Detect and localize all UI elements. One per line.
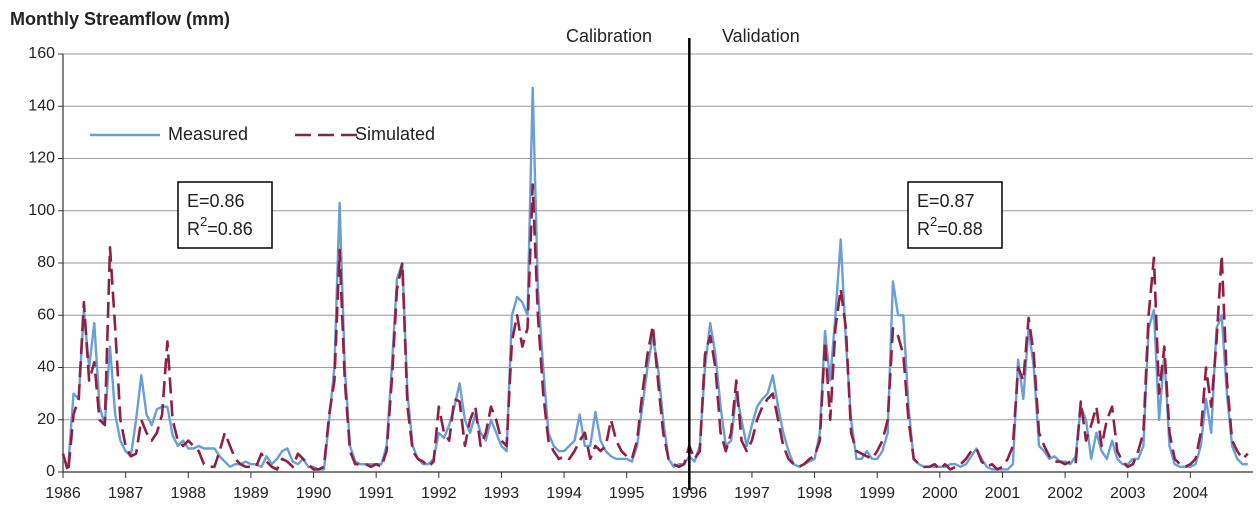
x-tick-label: 1986 <box>45 485 81 502</box>
y-tick-label: 40 <box>37 359 55 376</box>
x-tick-label: 1998 <box>797 485 833 502</box>
x-tick-label: 1990 <box>296 485 332 502</box>
stats-r-base: R <box>187 219 200 239</box>
x-tick-label: 1999 <box>859 485 895 502</box>
stats-r-sup: 2 <box>200 214 207 229</box>
annotation: Validation <box>722 26 800 46</box>
stats-e: E=0.86 <box>187 191 245 211</box>
x-tick-label: 2000 <box>922 485 958 502</box>
y-tick-label: 160 <box>28 45 55 62</box>
y-tick-label: 140 <box>28 97 55 114</box>
series-line <box>61 183 1249 474</box>
y-tick-label: 0 <box>46 463 55 480</box>
x-tick-label: 2002 <box>1047 485 1083 502</box>
y-tick-label: 120 <box>28 150 55 167</box>
stats-r: R2=0.86 <box>187 214 253 238</box>
stats-r: R2=0.88 <box>917 214 983 238</box>
stats-r-base: R <box>917 219 930 239</box>
x-tick-label: 1993 <box>484 485 520 502</box>
stats-box <box>177 181 273 249</box>
stats-r-value: =0.86 <box>207 219 253 239</box>
x-tick-label: 1996 <box>672 485 708 502</box>
series-line <box>61 86 1248 471</box>
stats-box <box>907 181 1003 249</box>
y-tick-label: 80 <box>37 254 55 271</box>
legend-label: Simulated <box>355 124 435 144</box>
x-tick-label: 1992 <box>421 485 457 502</box>
x-tick-label: 1991 <box>358 485 394 502</box>
x-tick-label: 1995 <box>609 485 645 502</box>
stats-r-value: =0.88 <box>937 219 983 239</box>
x-tick-label: 2004 <box>1173 485 1209 502</box>
annotation: Calibration <box>566 26 652 46</box>
x-tick-label: 1989 <box>233 485 269 502</box>
x-tick-label: 1997 <box>734 485 770 502</box>
y-tick-label: 20 <box>37 411 55 428</box>
y-tick-label: 60 <box>37 306 55 323</box>
stats-r-sup: 2 <box>930 214 937 229</box>
x-tick-label: 1994 <box>546 485 582 502</box>
x-tick-label: 2003 <box>1110 485 1146 502</box>
x-tick-label: 1987 <box>108 485 144 502</box>
legend-label: Measured <box>168 124 248 144</box>
x-tick-label: 1988 <box>170 485 206 502</box>
chart-title: Monthly Streamflow (mm) <box>10 9 230 29</box>
y-tick-label: 100 <box>28 202 55 219</box>
stats-e: E=0.87 <box>917 191 975 211</box>
x-tick-label: 2001 <box>985 485 1021 502</box>
